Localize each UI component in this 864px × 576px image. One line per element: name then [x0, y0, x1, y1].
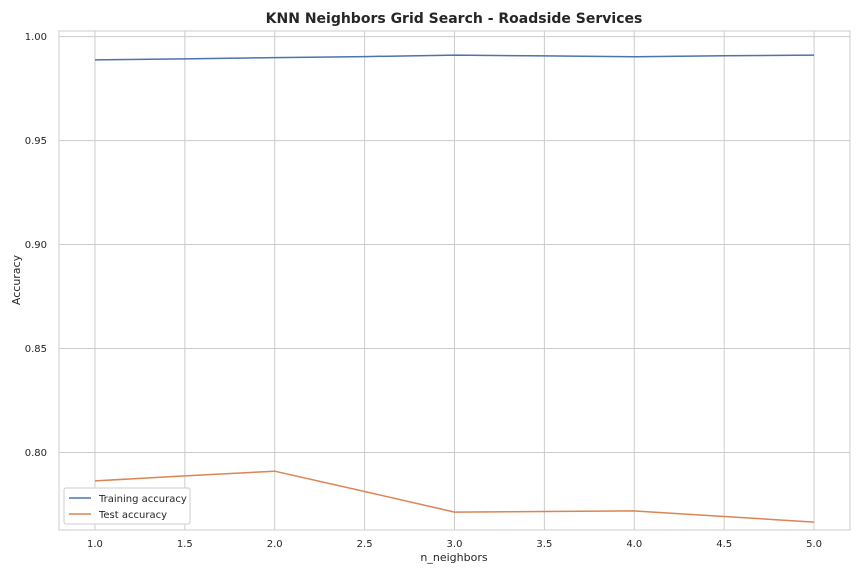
x-axis-label: n_neighbors [420, 551, 487, 564]
test-accuracy-line [94, 470, 815, 523]
y-tick-label: 0.95 [25, 136, 47, 147]
y-tick-label: 0.90 [25, 240, 47, 251]
y-tick-label: 0.80 [25, 448, 47, 459]
x-tick-label: 4.0 [626, 539, 642, 550]
x-tick-label: 2.0 [267, 539, 283, 550]
x-tick-label: 1.0 [87, 539, 103, 550]
grid [59, 31, 850, 530]
y-axis-label: Accuracy [10, 254, 23, 305]
training-accuracy-line [94, 54, 815, 61]
x-tick-labels: 1.0 1.5 2.0 2.5 3.0 3.5 4.0 4.5 5.0 [87, 539, 822, 550]
series-lines [94, 54, 815, 523]
x-tick-label: 5.0 [806, 539, 822, 550]
legend-box [63, 487, 191, 525]
legend: Training accuracy Test accuracy [63, 487, 191, 525]
x-tick-label: 3.0 [447, 539, 463, 550]
y-tick-label: 0.85 [25, 344, 47, 355]
x-tick-label: 3.5 [536, 539, 552, 550]
y-tick-labels: 0.80 0.85 0.90 0.95 1.00 [25, 32, 47, 459]
legend-label-training: Training accuracy [98, 494, 187, 505]
y-tick-label: 1.00 [25, 32, 47, 43]
x-tick-label: 1.5 [177, 539, 193, 550]
x-tick-label: 2.5 [357, 539, 373, 550]
legend-label-test: Test accuracy [98, 510, 167, 521]
x-tick-label: 4.5 [716, 539, 732, 550]
chart-title: KNN Neighbors Grid Search - Roadside Ser… [266, 11, 643, 27]
